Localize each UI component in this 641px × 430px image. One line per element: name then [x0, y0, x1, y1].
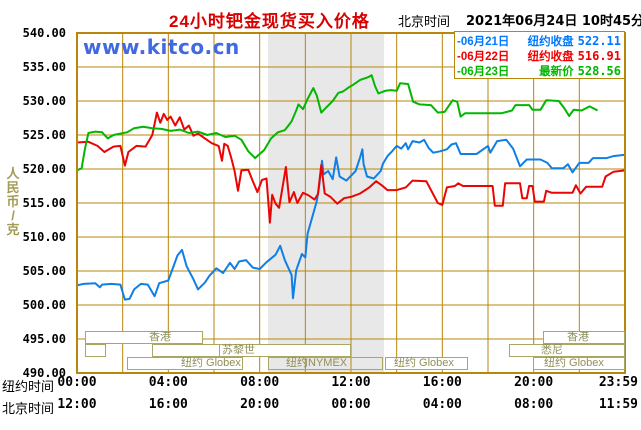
- x-tick-label: 23:59: [598, 375, 638, 390]
- session-label: 纽约NYMEX: [286, 357, 348, 369]
- x-tick-label: 08:00: [514, 397, 554, 412]
- legend-date: -06月22日: [457, 50, 510, 63]
- page-title: 24小时钯金现货买入价格: [169, 12, 370, 31]
- session-box: 香港: [85, 331, 203, 344]
- session-box: 纽约 Globex: [385, 357, 468, 370]
- y-tick-label: 500.00: [22, 298, 66, 312]
- y-tick-label: 495.00: [22, 332, 66, 346]
- legend-box: -06月21日 纽约收盘 522.11 -06月22日 纽约收盘 516.91 -06月23…: [454, 31, 625, 79]
- y-tick-label: 490.00: [22, 366, 66, 380]
- x-tick-label: 00:00: [331, 397, 371, 412]
- legend-value: 528.56: [577, 63, 621, 78]
- legend-label: 最新价: [539, 65, 574, 78]
- y-axis-unit-char: /: [11, 208, 15, 223]
- session-divider: [219, 345, 220, 356]
- legend-row: -06月23日 最新价 528.56: [457, 63, 621, 78]
- session-box: [85, 344, 106, 357]
- x-tick-label: 16:00: [148, 397, 188, 412]
- session-box: 纽约 Globex: [127, 357, 243, 370]
- legend-value: 516.91: [577, 48, 621, 63]
- x-tick-label: 20:00: [514, 375, 554, 390]
- x-tick-label: 16:00: [422, 375, 462, 390]
- session-box: 纽约 Globex: [533, 357, 625, 370]
- y-tick-label: 505.00: [22, 264, 66, 278]
- legend-date: -06月23日: [457, 65, 510, 78]
- x-tick-label: 00:00: [57, 375, 97, 390]
- legend-value: 522.11: [577, 33, 621, 48]
- x-tick-label: 04:00: [422, 397, 462, 412]
- legend-row: -06月22日 纽约收盘 516.91: [457, 48, 621, 63]
- legend-label: 纽约收盘: [527, 50, 574, 63]
- y-tick-label: 515.00: [22, 196, 66, 210]
- session-box: 香港: [543, 331, 625, 344]
- y-axis-unit-char: 民: [6, 180, 20, 195]
- kitco-watermark-link[interactable]: www.kitco.cn: [83, 35, 240, 59]
- x-axis-row: 纽约时间 00:00 04:00 08:00 12:00 16:00 20:00 23:59: [0, 375, 641, 394]
- y-tick-label: 525.00: [22, 128, 66, 142]
- y-tick-label: 535.00: [22, 60, 66, 74]
- x-tick-label: 08:00: [240, 375, 280, 390]
- x-axis-row-label: 北京时间: [2, 401, 55, 416]
- y-axis-unit-char: 币: [6, 194, 20, 209]
- session-box: 纽约NYMEX: [268, 357, 383, 370]
- plot-frame: [76, 32, 626, 374]
- session-label: 悉尼: [541, 344, 563, 356]
- x-tick-label: 12:00: [57, 397, 97, 412]
- session-label: 纽约 Globex: [544, 357, 604, 369]
- x-axis-row: 北京时间 12:00 16:00 20:00 00:00 04:00 08:00 11:59: [0, 397, 641, 416]
- legend-date: -06月21日: [457, 35, 510, 48]
- session-label: 纽约 Globex: [394, 357, 454, 369]
- session-label: 纽约 Globex: [181, 357, 241, 369]
- y-tick-label: 510.00: [22, 230, 66, 244]
- y-tick-label: 520.00: [22, 162, 66, 176]
- session-box: 悉尼: [509, 344, 625, 357]
- y-axis-unit-char: 克: [6, 222, 20, 237]
- series-line-06月22日: [76, 111, 626, 224]
- x-tick-label: 04:00: [148, 375, 188, 390]
- y-axis-unit-char: 人: [6, 166, 20, 181]
- x-axis-row-label: 纽约时间: [2, 379, 55, 394]
- series-line-06月23日: [76, 74, 599, 172]
- session-label: 香港: [149, 331, 171, 343]
- session-label: 苏黎世: [222, 344, 255, 356]
- session-box: 苏黎世: [152, 344, 351, 357]
- y-tick-label: 530.00: [22, 94, 66, 108]
- x-tick-label: 11:59: [598, 397, 638, 412]
- y-axis-unit: 人民币 / 克: [5, 167, 21, 237]
- session-label: 香港: [567, 331, 589, 343]
- legend-row: -06月21日 纽约收盘 522.11: [457, 33, 621, 48]
- datetime-label: 2021年06月24日 10时45分: [466, 14, 641, 29]
- legend-label: 纽约收盘: [527, 35, 574, 48]
- timezone-label: 北京时间: [398, 14, 451, 29]
- y-tick-label: 540.00: [22, 26, 66, 40]
- series-line-06月21日: [76, 138, 626, 301]
- x-tick-label: 20:00: [240, 397, 280, 412]
- x-tick-label: 12:00: [331, 375, 371, 390]
